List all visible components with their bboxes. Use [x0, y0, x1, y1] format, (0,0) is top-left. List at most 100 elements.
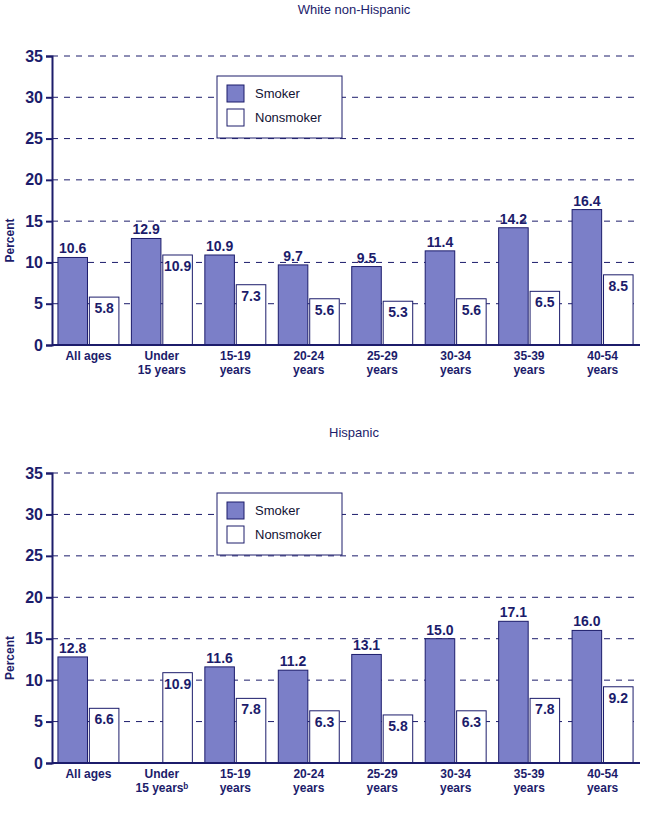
tick-label: 10: [25, 254, 43, 271]
grid-line: [52, 473, 640, 474]
tick: 25-29years: [367, 767, 399, 795]
tick-mark: [46, 179, 52, 181]
bars: [58, 210, 633, 345]
tick: 5: [34, 295, 52, 312]
legend-swatch: [227, 85, 244, 102]
tick-mark: [46, 514, 52, 516]
grid-line: [52, 179, 640, 180]
tick-label: 40-54years: [587, 767, 619, 795]
chart-canvas: White non-Hispanic10.612.910.99.79.511.4…: [0, 0, 647, 814]
tick: 0: [34, 337, 52, 354]
tick: 10: [25, 254, 52, 271]
chart-panel: Hispanic12.811.611.213.115.017.116.06.61…: [3, 425, 640, 795]
tick-mark: [46, 221, 52, 223]
data-label: 7.8: [241, 701, 261, 717]
legend: SmokerNonsmoker: [217, 493, 342, 555]
tick: 30-34years: [440, 767, 472, 795]
grid-line: [52, 597, 640, 598]
tick-label: 40-54years: [587, 349, 619, 377]
bar: [278, 265, 308, 345]
tick: 30: [25, 506, 52, 523]
axis-line: [52, 762, 640, 764]
data-label: 11.4: [427, 234, 454, 250]
legend-label: Smoker: [255, 86, 300, 101]
data-label: 12.8: [59, 640, 86, 656]
tick: 15-19years: [220, 349, 252, 377]
grid-line: [52, 138, 640, 139]
data-label: 16.0: [573, 613, 600, 629]
bar: [205, 667, 235, 763]
tick: Under15 yearsᵇ: [135, 767, 188, 795]
tick-label: 35-39years: [513, 767, 545, 795]
tick: All ages: [65, 767, 111, 781]
tick-label: Under15 years: [138, 349, 186, 377]
y-axis: 0 5 10 15 20 25 30 35: [25, 48, 52, 354]
bar: [58, 657, 88, 763]
tick: 35-39years: [513, 767, 545, 795]
tick: 40-54years: [587, 349, 619, 377]
data-label: 6.3: [462, 714, 482, 730]
legend-swatch: [227, 526, 244, 543]
tick-label: 25: [25, 130, 43, 147]
tick: 10: [25, 672, 52, 689]
tick-label: 0: [34, 755, 43, 772]
bar: [352, 654, 382, 763]
legend-label: Smoker: [255, 503, 300, 518]
data-label: 8.5: [609, 278, 629, 294]
tick-label: All ages: [65, 767, 111, 781]
tick-label: 0: [34, 337, 43, 354]
bar: [89, 297, 119, 345]
tick-mark: [46, 138, 52, 140]
tick-label: 5: [34, 295, 43, 312]
data-label: 14.2: [500, 211, 527, 227]
tick: 15-19years: [220, 767, 252, 795]
tick: 30: [25, 89, 52, 106]
axis-line: [52, 344, 640, 346]
tick-label: 25-29years: [367, 767, 399, 795]
tick-mark: [46, 763, 52, 765]
bar: [425, 639, 455, 763]
tick: 30-34years: [440, 349, 472, 377]
data-label: 5.6: [315, 302, 335, 318]
tick: 20-24years: [293, 349, 325, 377]
tick-label: 35: [25, 48, 43, 65]
data-label: 6.6: [94, 711, 114, 727]
tick-label: 35: [25, 465, 43, 482]
data-label: 17.1: [500, 604, 527, 620]
grid-line: [52, 638, 640, 639]
bar: [530, 291, 560, 345]
tick-mark: [46, 56, 52, 58]
axis-title: Percent: [3, 636, 17, 680]
x-axis: All agesUnder15 yearsᵇ15-19years20-24yea…: [52, 763, 640, 795]
y-axis: 05101520253035: [25, 465, 52, 772]
grid-line: [52, 514, 640, 515]
tick-mark: [46, 97, 52, 99]
tick: All ages: [65, 349, 111, 363]
bar: [457, 711, 487, 763]
data-label: 16.4: [573, 193, 600, 209]
tick-mark: [46, 345, 52, 347]
tick-label: 15: [25, 630, 43, 647]
bar: [310, 711, 340, 763]
data-label: 9.2: [609, 690, 629, 706]
tick: 20: [25, 589, 52, 606]
axis-line: [46, 474, 53, 764]
tick: 15: [25, 213, 52, 230]
data-labels: 12.811.611.213.115.017.116.06.610.97.86.…: [59, 604, 628, 734]
tick: 20: [25, 171, 52, 188]
bar: [163, 673, 193, 763]
bar: [163, 255, 193, 345]
legend: SmokerNonsmoker: [217, 76, 342, 138]
legend-swatch: [227, 502, 244, 519]
tick-label: 30-34years: [440, 349, 472, 377]
chart-title: White non-Hispanic: [298, 2, 411, 17]
data-labels: 10.612.910.99.79.511.414.216.45.810.97.3…: [59, 193, 628, 321]
axis-title: Percent: [3, 218, 17, 262]
bar: [572, 630, 602, 763]
grid-line: [52, 56, 640, 57]
data-label: 5.3: [388, 304, 408, 320]
grid-line: [52, 97, 640, 98]
tick-mark: [46, 721, 52, 723]
grid-line: [52, 680, 640, 681]
tick-label: 25-29years: [367, 349, 399, 377]
